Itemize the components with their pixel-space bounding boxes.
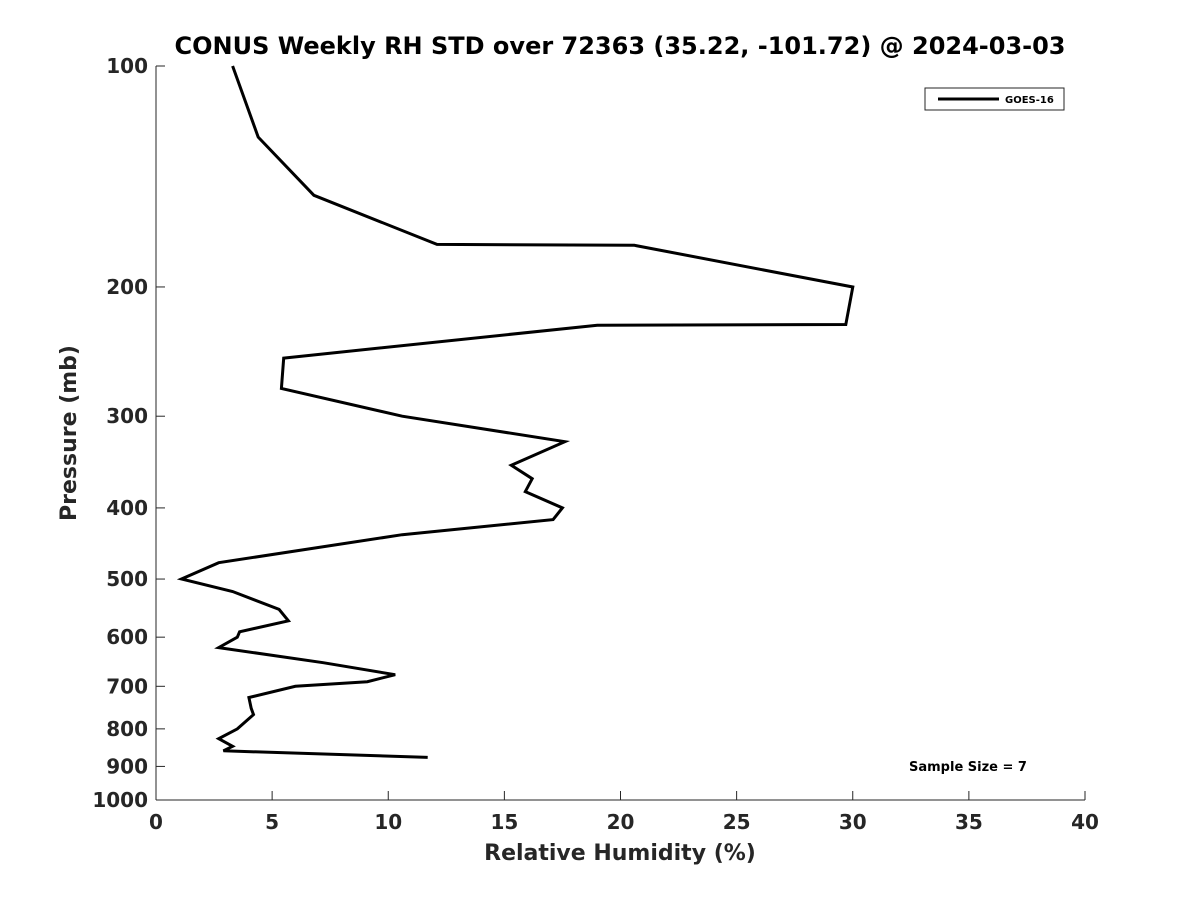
x-tick-label: 5 [265, 810, 279, 834]
y-tick-label: 300 [106, 404, 148, 428]
y-tick-label: 700 [106, 674, 148, 698]
chart-title: CONUS Weekly RH STD over 72363 (35.22, -… [174, 32, 1065, 60]
x-axis-label: Relative Humidity (%) [484, 841, 756, 866]
y-tick-label: 100 [106, 54, 148, 78]
x-tick-label: 20 [607, 810, 635, 834]
x-tick-label: 30 [839, 810, 867, 834]
y-tick-label: 200 [106, 275, 148, 299]
y-axis-label: Pressure (mb) [57, 345, 82, 521]
legend: GOES-16 [924, 87, 1065, 111]
y-tick-label: 600 [106, 625, 148, 649]
y-tick-label: 900 [106, 754, 148, 778]
y-tick-label: 500 [106, 567, 148, 591]
x-tick-label: 0 [149, 810, 163, 834]
y-axis-ticks: 100 200 300 400 500 600 700 800 900 1000 [92, 54, 165, 812]
sample-size-annotation: Sample Size = 7 [909, 760, 1027, 775]
x-tick-label: 40 [1071, 810, 1099, 834]
y-tick-label: 1000 [92, 788, 148, 812]
x-axis-ticks: 0 5 10 15 20 25 30 35 40 [149, 791, 1099, 834]
y-tick-label: 800 [106, 717, 148, 741]
x-tick-label: 35 [955, 810, 983, 834]
x-tick-label: 15 [490, 810, 518, 834]
y-tick-label: 400 [106, 496, 148, 520]
x-tick-label: 10 [374, 810, 402, 834]
x-tick-label: 25 [723, 810, 751, 834]
series-layer [176, 65, 855, 759]
series-line-goes16 [176, 65, 855, 759]
legend-label-goes16: GOES-16 [1005, 95, 1054, 106]
